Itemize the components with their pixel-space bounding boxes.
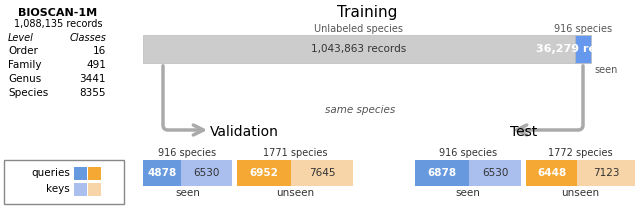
- Text: Level: Level: [8, 33, 34, 43]
- Text: 916 species: 916 species: [159, 148, 216, 158]
- Text: 6530: 6530: [482, 168, 508, 178]
- Text: seen: seen: [594, 65, 618, 75]
- Text: 1772 species: 1772 species: [548, 148, 613, 158]
- Text: 1,088,135 records: 1,088,135 records: [13, 19, 102, 29]
- Bar: [74, 183, 87, 196]
- Bar: [88, 167, 101, 180]
- Text: Genus: Genus: [8, 74, 41, 84]
- Bar: [4, 160, 124, 204]
- Text: 916 species: 916 species: [439, 148, 497, 158]
- Text: seen: seen: [456, 188, 481, 198]
- Bar: [415, 160, 469, 186]
- Text: unseen: unseen: [561, 188, 600, 198]
- Text: Unlabeled species: Unlabeled species: [314, 24, 403, 34]
- Text: Classes: Classes: [69, 33, 106, 43]
- Text: seen: seen: [175, 188, 200, 198]
- Bar: [181, 160, 232, 186]
- Text: 6448: 6448: [537, 168, 566, 178]
- Text: Order: Order: [8, 46, 38, 56]
- Bar: [237, 160, 291, 186]
- Text: same species: same species: [325, 105, 395, 115]
- Text: 4878: 4878: [147, 168, 177, 178]
- Text: 8355: 8355: [79, 88, 106, 98]
- Text: 491: 491: [86, 60, 106, 70]
- Text: 3441: 3441: [79, 74, 106, 84]
- Text: Family: Family: [8, 60, 42, 70]
- Bar: [143, 35, 575, 63]
- Text: Test: Test: [510, 125, 537, 139]
- Text: 6530: 6530: [193, 168, 220, 178]
- Text: 1771 species: 1771 species: [263, 148, 327, 158]
- Bar: [143, 160, 181, 186]
- Bar: [577, 160, 635, 186]
- Text: 36,279 records: 36,279 records: [536, 44, 630, 54]
- Text: Training: Training: [337, 5, 397, 20]
- Bar: [526, 160, 577, 186]
- Text: 7123: 7123: [593, 168, 620, 178]
- Text: 1,043,863 records: 1,043,863 records: [312, 44, 406, 54]
- Text: 6952: 6952: [250, 168, 278, 178]
- Bar: [575, 35, 591, 63]
- Bar: [469, 160, 521, 186]
- Text: 16: 16: [93, 46, 106, 56]
- Text: unseen: unseen: [276, 188, 314, 198]
- Bar: [74, 167, 87, 180]
- Text: keys: keys: [46, 185, 70, 195]
- Text: Validation: Validation: [210, 125, 279, 139]
- Bar: [88, 183, 101, 196]
- Text: 7645: 7645: [308, 168, 335, 178]
- Text: BIOSCAN-1M: BIOSCAN-1M: [19, 8, 97, 18]
- Text: Species: Species: [8, 88, 48, 98]
- Text: 6878: 6878: [428, 168, 456, 178]
- Text: 916 species: 916 species: [554, 24, 612, 34]
- Bar: [291, 160, 353, 186]
- Text: queries: queries: [31, 168, 70, 178]
